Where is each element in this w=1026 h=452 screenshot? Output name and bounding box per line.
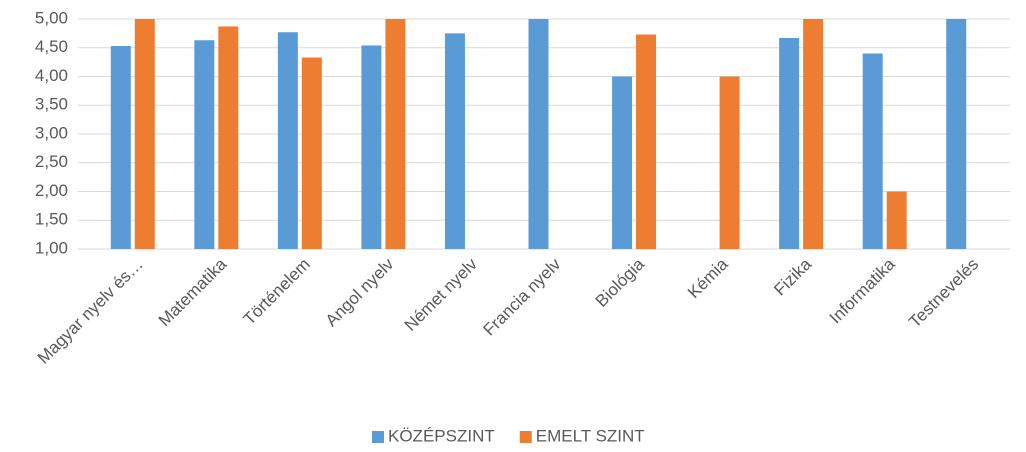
bar bbox=[277, 32, 298, 249]
x-tick-label: Magyar nyelv és… bbox=[34, 255, 147, 368]
x-tick-label: Matematika bbox=[155, 254, 231, 330]
legend-label: EMELT SZINT bbox=[536, 426, 645, 445]
bar bbox=[886, 191, 907, 249]
y-tick-label: 1,00 bbox=[35, 238, 68, 257]
x-tick-label: Testnevelés bbox=[905, 255, 982, 332]
bar bbox=[361, 45, 382, 250]
y-tick-label: 4,50 bbox=[35, 37, 68, 56]
bar bbox=[803, 19, 824, 249]
bar bbox=[946, 19, 967, 249]
bar bbox=[110, 46, 131, 250]
bar bbox=[636, 34, 657, 250]
x-tick-label: Biológia bbox=[592, 254, 649, 311]
y-tick-label: 1,50 bbox=[35, 210, 68, 229]
x-tick-label: Informatika bbox=[826, 254, 899, 327]
y-tick-label: 2,50 bbox=[35, 152, 68, 171]
y-tick-label: 2,00 bbox=[35, 181, 68, 200]
bar bbox=[218, 26, 239, 249]
legend-swatch bbox=[519, 431, 532, 443]
legend-swatch bbox=[372, 431, 384, 443]
x-tick-label: Német nyelv bbox=[401, 254, 482, 335]
y-tick-label: 3,50 bbox=[35, 95, 68, 114]
bar bbox=[444, 33, 465, 249]
bar bbox=[194, 40, 215, 250]
x-tick-label: Kémia bbox=[684, 254, 732, 302]
y-tick-label: 3,00 bbox=[35, 123, 68, 142]
x-tick-label: Fizika bbox=[770, 254, 815, 299]
bar bbox=[862, 53, 883, 249]
y-tick-label: 5,00 bbox=[35, 8, 68, 27]
bar bbox=[528, 19, 549, 249]
bar bbox=[719, 76, 740, 249]
bar bbox=[385, 19, 406, 249]
legend-label: KÖZÉPSZINT bbox=[388, 426, 495, 445]
bar bbox=[779, 37, 800, 249]
y-tick-label: 4,00 bbox=[35, 66, 68, 85]
bar bbox=[612, 76, 633, 249]
bar bbox=[301, 57, 322, 250]
bar bbox=[134, 19, 155, 249]
x-tick-label: Angol nyelv bbox=[322, 254, 398, 330]
x-tick-label: Francia nyelv bbox=[480, 254, 565, 339]
x-tick-label: Történelem bbox=[240, 255, 314, 329]
